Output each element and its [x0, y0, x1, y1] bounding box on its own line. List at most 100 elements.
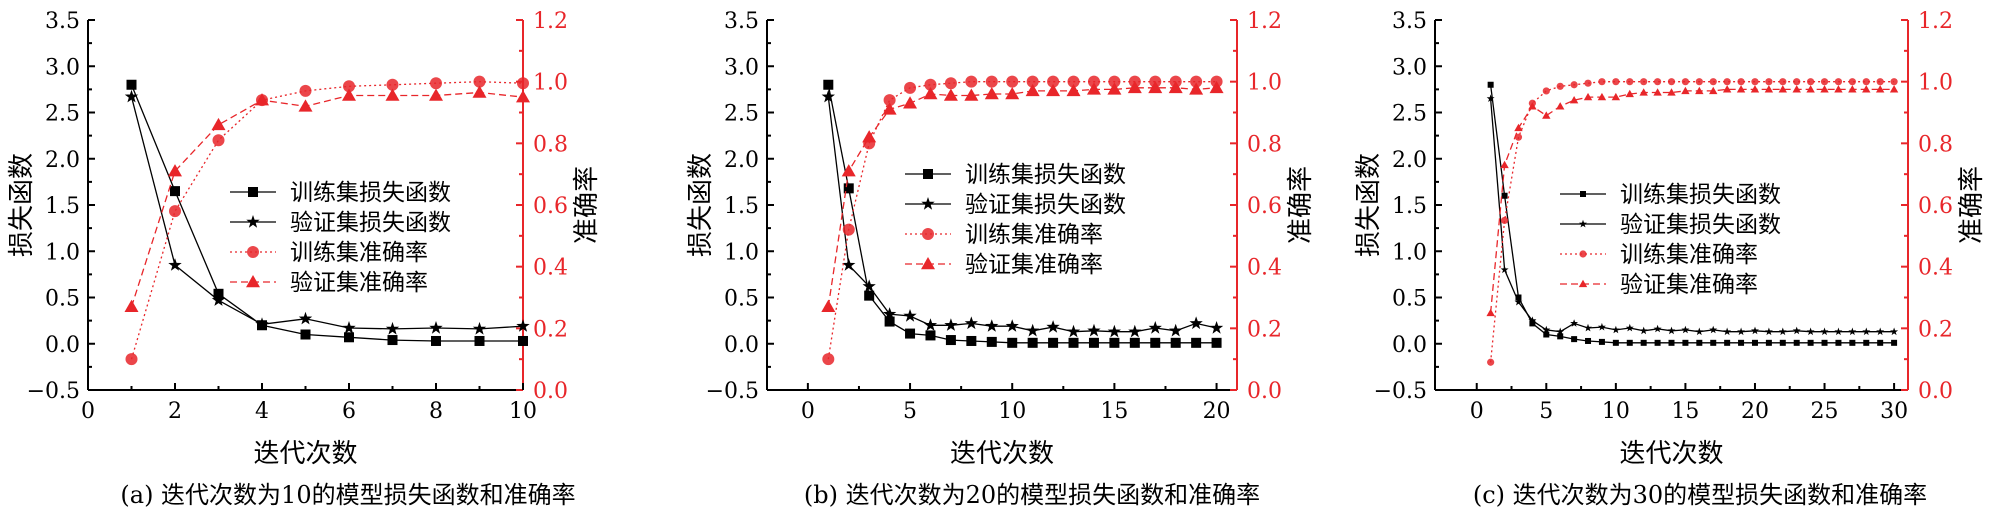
data-point	[1820, 327, 1829, 336]
y-left-tick-label: 1.0	[724, 240, 759, 265]
data-point	[1584, 79, 1592, 87]
data-point	[1765, 78, 1773, 86]
y-left-tick-label: 3.5	[1392, 9, 1427, 34]
data-point	[125, 353, 138, 366]
data-point	[430, 77, 442, 90]
y-right-tick-label: 0.2	[1918, 317, 1953, 342]
legend-swatch-marker	[246, 275, 260, 288]
panel-caption: (c) 迭代次数为30的模型损失函数和准确率	[1473, 481, 1927, 509]
data-point	[1486, 308, 1495, 317]
data-point	[1695, 78, 1703, 86]
x-tick-label: 2	[168, 399, 182, 424]
data-point	[1191, 337, 1202, 348]
data-point	[1696, 339, 1703, 346]
series-2	[1487, 78, 1898, 366]
y-left-tick-label: 1.5	[1392, 194, 1427, 219]
legend-swatch-marker	[922, 228, 934, 240]
data-point	[1848, 78, 1856, 86]
data-point	[1189, 82, 1204, 95]
data-point	[517, 77, 529, 90]
data-point	[1667, 88, 1676, 96]
legend-swatch-marker	[247, 246, 259, 258]
data-point	[1764, 85, 1774, 93]
data-point	[385, 88, 400, 101]
y-left-tick-label: 3.0	[45, 55, 80, 80]
data-point	[964, 88, 979, 101]
data-point	[1528, 316, 1537, 324]
data-point	[1501, 192, 1508, 199]
data-point	[1738, 339, 1745, 346]
series-1	[1486, 94, 1899, 336]
data-point	[1736, 85, 1746, 93]
data-point	[1709, 325, 1718, 334]
data-point	[882, 102, 897, 115]
data-point	[1612, 339, 1619, 346]
y-left-tick-label: 2.0	[724, 148, 759, 173]
data-point	[1709, 78, 1717, 86]
legend-swatch-marker	[1580, 191, 1586, 197]
data-point	[1625, 323, 1634, 332]
y-left-tick-label: 1.5	[724, 194, 759, 219]
data-point	[1639, 326, 1648, 335]
data-point	[1168, 80, 1183, 94]
data-point	[986, 336, 997, 347]
series-1	[124, 89, 530, 335]
data-point	[1027, 337, 1038, 348]
data-point	[1127, 80, 1142, 94]
data-point	[1597, 322, 1606, 331]
legend-swatch-marker	[921, 197, 935, 210]
series-line	[130, 81, 524, 360]
y-right-tick-label: 1.2	[1247, 9, 1282, 34]
y-left-axis-label: 损失函数	[1354, 153, 1384, 257]
data-point	[124, 299, 139, 312]
data-point	[1209, 321, 1224, 334]
data-point	[387, 335, 398, 346]
data-point	[1500, 160, 1509, 169]
legend-swatch-marker	[923, 169, 933, 179]
data-point	[1611, 92, 1621, 101]
x-tick-label: 30	[1880, 399, 1908, 424]
data-point	[1722, 85, 1732, 93]
legend-swatch-marker	[246, 215, 260, 228]
legend-swatch-marker	[248, 187, 258, 197]
data-point	[944, 77, 957, 90]
data-point	[1211, 337, 1222, 348]
data-point	[903, 96, 918, 109]
data-point	[300, 329, 311, 340]
legend-label: 验证集损失函数	[1620, 212, 1781, 238]
data-point	[1190, 75, 1203, 88]
data-point	[431, 335, 441, 346]
series-3	[1486, 85, 1899, 317]
data-point	[1849, 339, 1856, 346]
data-point	[1793, 339, 1800, 346]
data-point	[1569, 95, 1579, 104]
data-point	[168, 258, 182, 271]
legend-swatch-marker	[1578, 279, 1588, 288]
data-point	[985, 75, 998, 88]
y-right-tick-label: 0.6	[1918, 194, 1953, 219]
data-point	[170, 186, 180, 197]
data-point	[1723, 327, 1732, 336]
y-left-axis-label: 损失函数	[7, 153, 37, 257]
data-point	[1889, 85, 1899, 93]
data-point	[1514, 123, 1523, 132]
data-point	[1667, 78, 1676, 86]
y-right-tick-label: 1.0	[1918, 71, 1953, 96]
x-tick-label: 5	[1539, 399, 1553, 424]
x-tick-label: 0	[801, 399, 815, 424]
data-point	[1556, 327, 1565, 336]
series-2	[125, 75, 529, 366]
data-point	[923, 87, 938, 100]
data-point	[1046, 320, 1060, 333]
data-point	[169, 205, 181, 218]
data-point	[1751, 78, 1759, 86]
y-left-tick-label: 2.5	[1392, 102, 1427, 127]
legend-label: 验证集准确率	[290, 270, 428, 296]
data-point	[1737, 327, 1746, 336]
data-point	[474, 335, 485, 346]
y-left-tick-label: 0.5	[724, 287, 759, 312]
legend-label: 训练集准确率	[965, 222, 1103, 248]
data-point	[472, 85, 487, 98]
data-point	[966, 335, 977, 346]
y-left-tick-label: 0.0	[1392, 333, 1427, 358]
